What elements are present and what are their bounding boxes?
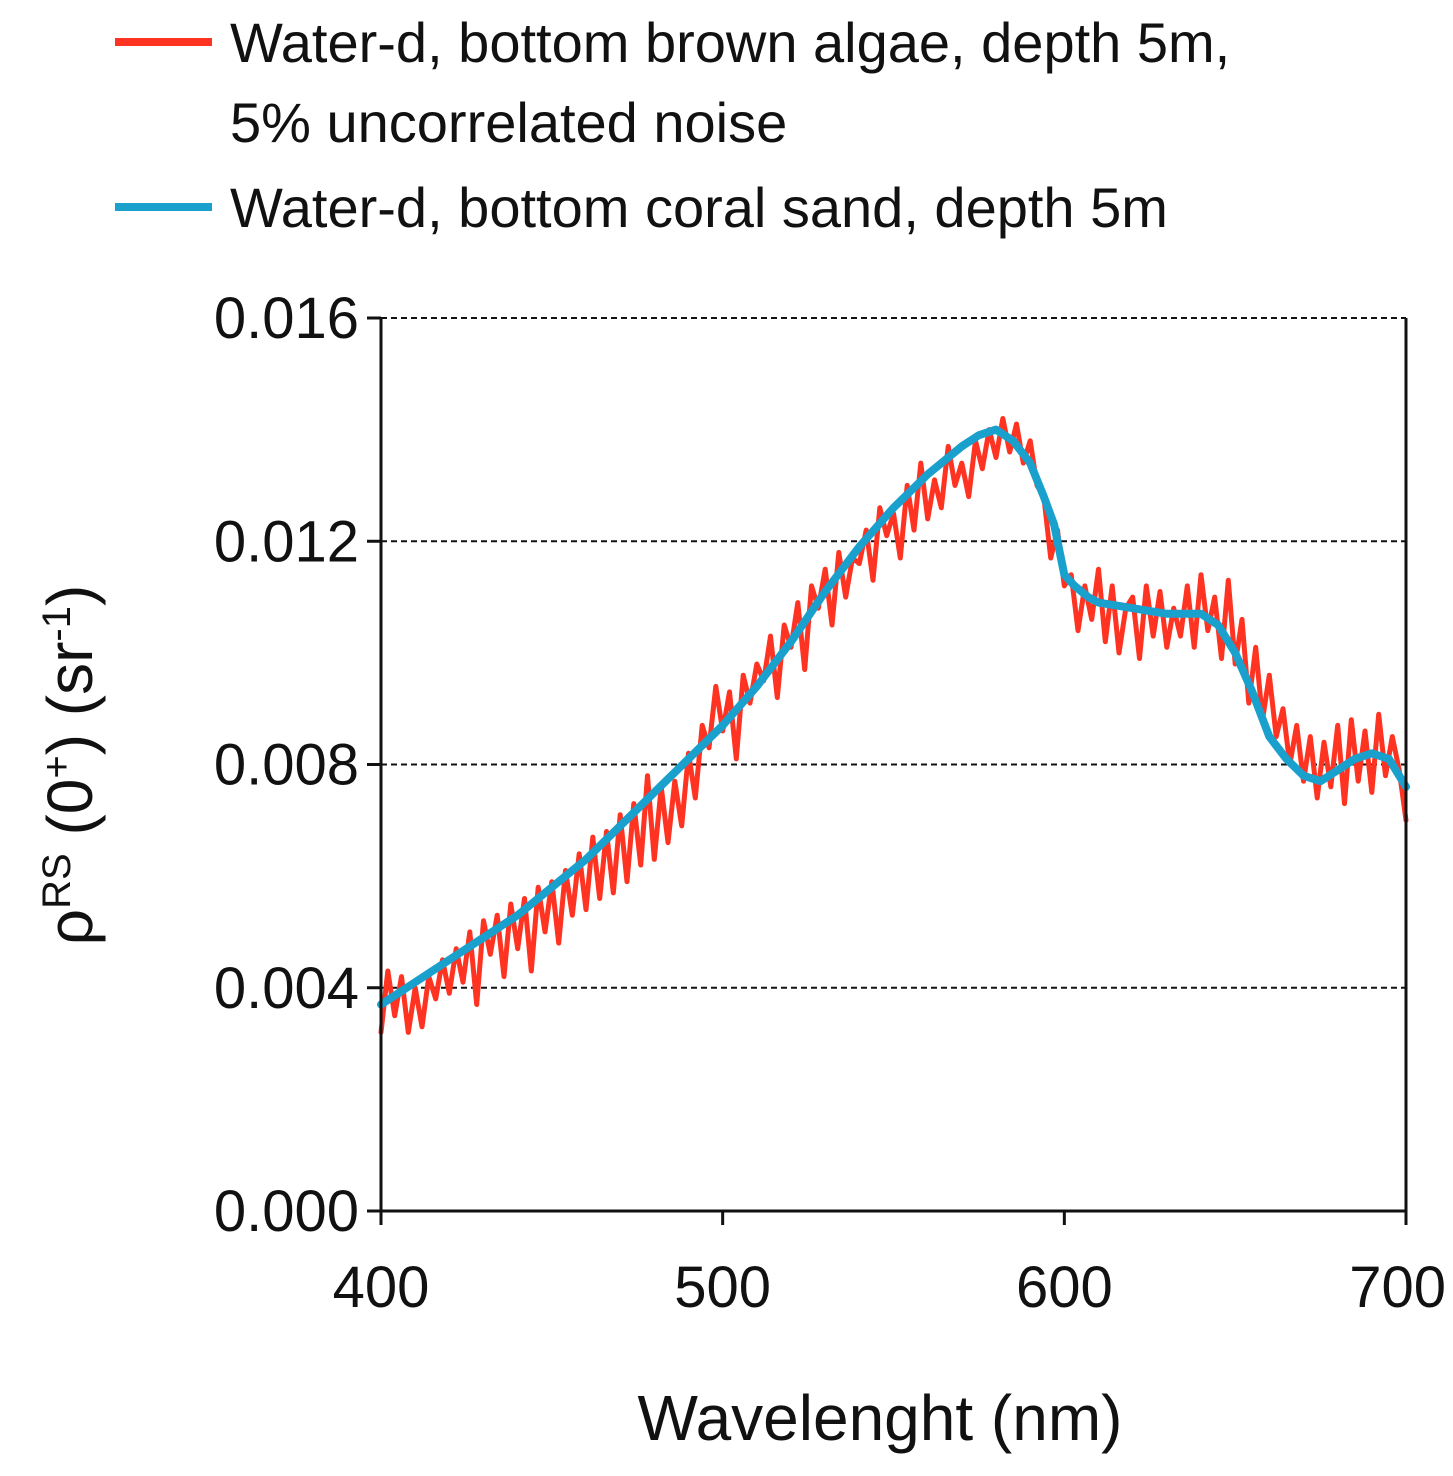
- y-title-sup: RS: [35, 853, 79, 909]
- y-axis-title: ρRS (0+) (sr-1): [34, 585, 106, 946]
- tick-labels: 0.000 0.004 0.008 0.012 0.016 400 500 600 700: [214, 286, 1446, 1320]
- legend: Water-d, bottom brown algae, depth 5m, 5…: [115, 11, 1230, 239]
- x-tick-label-3: 700: [1349, 1255, 1446, 1320]
- legend-label-brown-algae-line2: 5% uncorrelated noise: [230, 91, 787, 154]
- legend-label-brown-algae-line1: Water-d, bottom brown algae, depth 5m,: [230, 11, 1230, 74]
- gridlines: [381, 317, 1406, 989]
- y-tick-label-4: 0.016: [214, 286, 359, 351]
- y-title-mid2: ) (sr: [34, 642, 106, 756]
- x-tick-label-2: 600: [1016, 1255, 1113, 1320]
- y-tick-label-3: 0.012: [214, 509, 359, 574]
- y-title-base: ρ: [34, 909, 106, 945]
- y-tick-label-2: 0.008: [214, 733, 359, 798]
- series-lines: [377, 416, 1410, 1035]
- legend-label-coral-sand: Water-d, bottom coral sand, depth 5m: [230, 176, 1168, 239]
- y-tick-label-0: 0.000: [214, 1179, 359, 1244]
- x-tick-label-1: 500: [674, 1255, 771, 1320]
- x-axis-title: Wavelenght (nm): [638, 1382, 1123, 1454]
- y-title-sup2: +: [35, 755, 79, 778]
- x-tick-label-0: 400: [333, 1255, 430, 1320]
- y-tick-label-1: 0.004: [214, 956, 359, 1021]
- axes: [367, 316, 1408, 1225]
- series-line-1: [377, 425, 1410, 1009]
- y-title-end: ): [34, 585, 106, 606]
- y-title-mid: (0: [34, 779, 106, 854]
- y-title-sup3: -1: [35, 606, 79, 642]
